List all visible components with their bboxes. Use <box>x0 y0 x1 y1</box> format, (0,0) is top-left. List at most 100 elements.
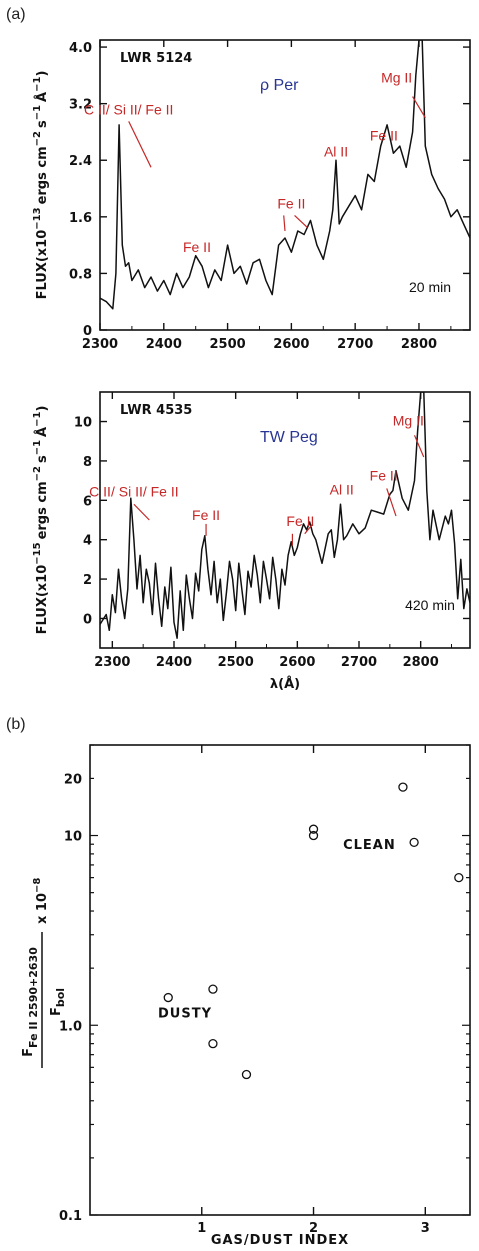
annotation-pointer <box>283 215 286 232</box>
annotation-pointer <box>128 121 152 168</box>
spectrum-line <box>100 392 470 639</box>
y-tick-label: 4.0 <box>69 41 92 56</box>
x-tick-label: 2300 <box>82 337 118 352</box>
y-label-num-F: F <box>21 1048 36 1057</box>
x-tick-label: 2600 <box>273 337 309 352</box>
y-label-num-sub: Fe II 2590+2630 <box>27 947 40 1048</box>
spectrum-line <box>100 40 470 310</box>
star-name-label: TW Peg <box>260 429 318 446</box>
group-label: DUSTY <box>158 1006 212 1021</box>
x-axis-label: GAS/DUST INDEX <box>211 1233 349 1248</box>
y-axis-label-s: s <box>35 455 50 463</box>
y-label-mult: x 10 <box>35 893 50 924</box>
y-tick-label: 0 <box>83 324 92 339</box>
data-point <box>398 782 408 792</box>
y-axis-label-exp4: −1 <box>32 411 43 426</box>
group-label: CLEAN <box>343 838 396 853</box>
line-annotation: Fe II <box>286 513 314 529</box>
x-tick-label: 2400 <box>156 655 192 670</box>
x-tick-label: 2500 <box>209 337 245 352</box>
y-axis-label-exp3: −1 <box>32 105 43 120</box>
y-tick-label: 10 <box>74 416 92 431</box>
data-point <box>308 830 319 841</box>
y-tick-label: 8 <box>83 455 92 470</box>
line-annotation: Fe II <box>370 127 398 143</box>
x-tick-label: 2800 <box>403 655 439 670</box>
x-tick-label: 2400 <box>146 337 182 352</box>
y-axis-label-close: ) <box>35 406 50 412</box>
y-tick-label: 0.1 <box>59 1209 82 1224</box>
y-axis-label-main: FLUX(x10 <box>35 565 50 635</box>
x-axis-label: λ(Å) <box>270 676 300 692</box>
x-tick-label: 2600 <box>279 655 315 670</box>
annotation-pointer <box>386 488 397 517</box>
line-annotation: Mg II <box>381 69 412 85</box>
x-tick-label: 3 <box>421 1221 430 1236</box>
y-axis-label: FLUX(x10−15ergs cm−2s−1Å−1) <box>32 406 50 635</box>
line-annotation: Fe II <box>183 239 211 255</box>
y-label-den-F: F <box>49 1007 64 1016</box>
x-tick-label: 2 <box>309 1221 318 1236</box>
x-tick-label: 2700 <box>337 337 373 352</box>
x-tick-label: 2800 <box>401 337 437 352</box>
spectrum-panel-bottom: 2300 2400 2500 2600 2700 28000246810FLUX(x10−… <box>32 391 471 692</box>
exposure-time-label: 420 min <box>405 597 455 613</box>
line-annotation: C II/ Si II/ Fe II <box>84 101 173 117</box>
plot-frame <box>99 391 471 649</box>
y-tick-label: 0 <box>83 612 92 627</box>
spectrum-panel-top: 2300 2400 2500 2600 2700 2800 0 0.8 1.6 2.4 3.2 4.0… <box>32 39 471 352</box>
annotation-pointer <box>412 96 426 119</box>
line-annotation: Fe II <box>192 507 220 523</box>
y-axis-label-units: ergs cm <box>35 481 50 539</box>
exposure-id-label: LWR 4535 <box>120 403 192 418</box>
data-point <box>409 837 419 848</box>
y-tick-label: 2 <box>83 573 92 588</box>
panel-label-b: (b) <box>6 716 26 733</box>
y-axis-label-exp2: −2 <box>32 466 43 481</box>
y-label-numerator: FFe II 2590+2630 <box>21 947 40 1057</box>
plot-frame <box>99 39 471 331</box>
y-label-exp: −8 <box>32 878 43 893</box>
y-axis-label-A: Å <box>34 427 50 437</box>
data-point <box>308 824 319 834</box>
data-point <box>208 984 218 994</box>
line-annotation: Fe II <box>370 468 398 484</box>
y-tick-label: 20 <box>64 772 82 787</box>
y-axis-label-exp4: −1 <box>32 76 43 91</box>
y-axis-label-exp3: −1 <box>32 440 43 455</box>
y-axis-label-main: FLUX(x10 <box>35 230 50 300</box>
annotation-pointer <box>133 503 150 521</box>
y-label-denominator: Fbol <box>49 988 67 1016</box>
exposure-time-label: 20 min <box>409 279 451 295</box>
line-annotation: Al II <box>330 481 354 497</box>
data-point <box>163 992 173 1003</box>
data-point <box>208 1039 218 1049</box>
y-axis-label-units: ergs cm <box>35 146 50 204</box>
y-axis-label-exp1: −13 <box>32 207 43 229</box>
y-axis-label-A: Å <box>34 92 50 102</box>
y-axis-label: FLUX(x10−13ergs cm−2s−1Å−1) <box>32 71 50 300</box>
line-annotation: Al II <box>324 144 348 160</box>
annotation-pointer <box>304 523 314 535</box>
y-axis-label-s: s <box>35 120 50 128</box>
x-tick-label: 2700 <box>341 655 377 670</box>
y-tick-label: 1.0 <box>59 1019 82 1034</box>
y-tick-label: 1.6 <box>69 211 92 226</box>
y-tick-label: 2.4 <box>69 154 92 169</box>
plot-frame <box>89 744 471 1216</box>
line-annotation: Mg II <box>393 412 424 428</box>
y-tick-label: 10 <box>64 830 82 845</box>
line-annotation: Fe II <box>277 195 305 211</box>
x-tick-label: 2500 <box>218 655 254 670</box>
y-axis-label-close: ) <box>35 71 50 77</box>
y-label-multiplier: x 10−8 <box>32 878 50 924</box>
x-tick-label: 2300 <box>94 655 130 670</box>
star-name-label: ρ Per <box>260 77 299 94</box>
y-axis-label-exp1: −15 <box>32 542 43 564</box>
y-tick-label: 0.8 <box>69 267 92 282</box>
data-point <box>454 872 464 883</box>
exposure-id-label: LWR 5124 <box>120 51 192 66</box>
annotation-pointer <box>413 435 425 458</box>
